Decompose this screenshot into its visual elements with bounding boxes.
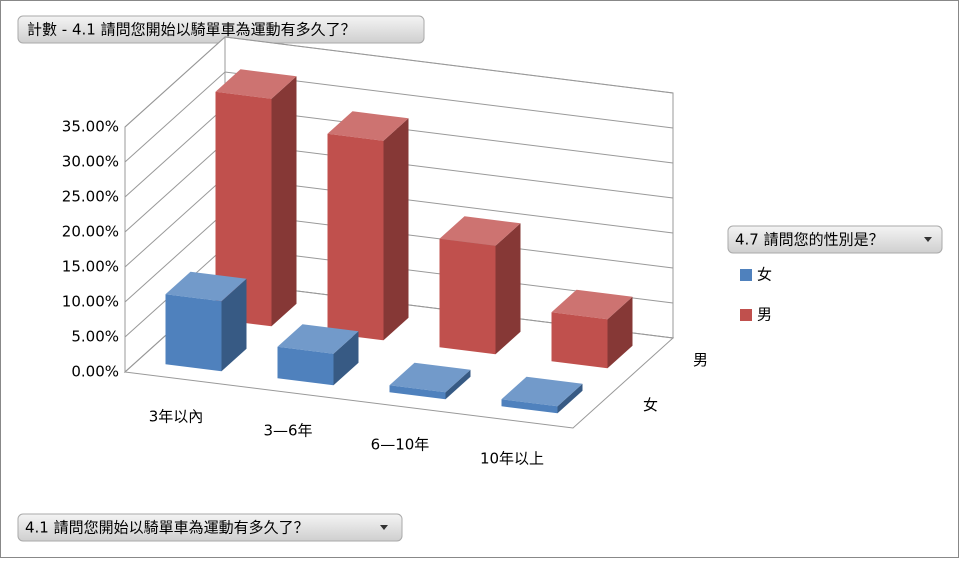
- bar: [501, 376, 583, 414]
- bar-front: [215, 91, 272, 327]
- bar: [165, 271, 247, 372]
- bar-side: [221, 278, 247, 372]
- legend-label: 女: [757, 266, 772, 284]
- bar-top: [277, 324, 359, 354]
- bar: [215, 69, 297, 327]
- bar-top: [215, 69, 297, 99]
- bar-side: [445, 369, 471, 400]
- bar-front: [501, 399, 558, 414]
- legend-swatch: [740, 309, 752, 321]
- dropdown-arrow[interactable]: [924, 237, 932, 242]
- y-tick-label: 5.00%: [71, 328, 119, 346]
- depth-tick-label: 女: [643, 396, 658, 414]
- bar-front: [165, 294, 222, 372]
- bar-front: [439, 238, 496, 355]
- legend-swatch: [740, 269, 752, 281]
- bar-side: [383, 118, 409, 341]
- y-tick-label: 20.00%: [62, 223, 119, 241]
- legend-label: 男: [757, 306, 772, 324]
- bar-top: [389, 362, 471, 393]
- x-tick-label: 6—10年: [371, 436, 430, 454]
- y-tick-label: 0.00%: [71, 363, 119, 381]
- x-tick-label: 10年以上: [480, 450, 544, 468]
- bar-top: [165, 271, 247, 302]
- x-tick-label: 3年以內: [149, 408, 204, 426]
- bar-side: [607, 296, 633, 369]
- x-tick-label: 3—6年: [263, 422, 312, 440]
- bar-side: [271, 76, 297, 327]
- y-tick-label: 10.00%: [62, 293, 119, 311]
- y-tick-label: 25.00%: [62, 188, 119, 206]
- bar: [327, 111, 409, 341]
- axis-field-button[interactable]: 4.1 請問您開始以騎單車為運動有多久了？: [17, 513, 403, 542]
- bar: [439, 216, 521, 355]
- bar-top: [501, 376, 583, 407]
- legend-field-button[interactable]: 4.7 請問您的性別是？: [727, 225, 943, 254]
- bar: [389, 362, 471, 400]
- title-button: 計數 - 4.1 請問您開始以騎單車為運動有多久了？: [17, 15, 425, 44]
- y-tick-label: 35.00%: [62, 118, 119, 136]
- bar-side: [557, 383, 583, 414]
- chart-title: 計數 - 4.1 請問您開始以騎單車為運動有多久了？: [27, 21, 356, 39]
- bar-side: [495, 223, 521, 355]
- bar-side: [333, 331, 359, 386]
- y-tick-label: 15.00%: [62, 258, 119, 276]
- depth-tick-label: 男: [693, 351, 708, 369]
- grid-line: [124, 71, 674, 163]
- axis-field-label: 4.1 請問您開始以騎單車為運動有多久了？: [25, 519, 309, 537]
- bar-top: [439, 216, 521, 246]
- legend-title: 4.7 請問您的性別是？: [735, 231, 884, 249]
- dropdown-arrow[interactable]: [380, 525, 388, 530]
- bar-front: [389, 385, 446, 400]
- y-tick-label: 30.00%: [62, 153, 119, 171]
- bar: [551, 289, 633, 369]
- bar-front: [277, 346, 334, 386]
- grid-line: [124, 36, 674, 128]
- bar-front: [551, 312, 608, 369]
- bar-front: [327, 133, 384, 341]
- bar-top: [551, 289, 633, 320]
- bar: [277, 324, 359, 386]
- bar-top: [327, 111, 409, 141]
